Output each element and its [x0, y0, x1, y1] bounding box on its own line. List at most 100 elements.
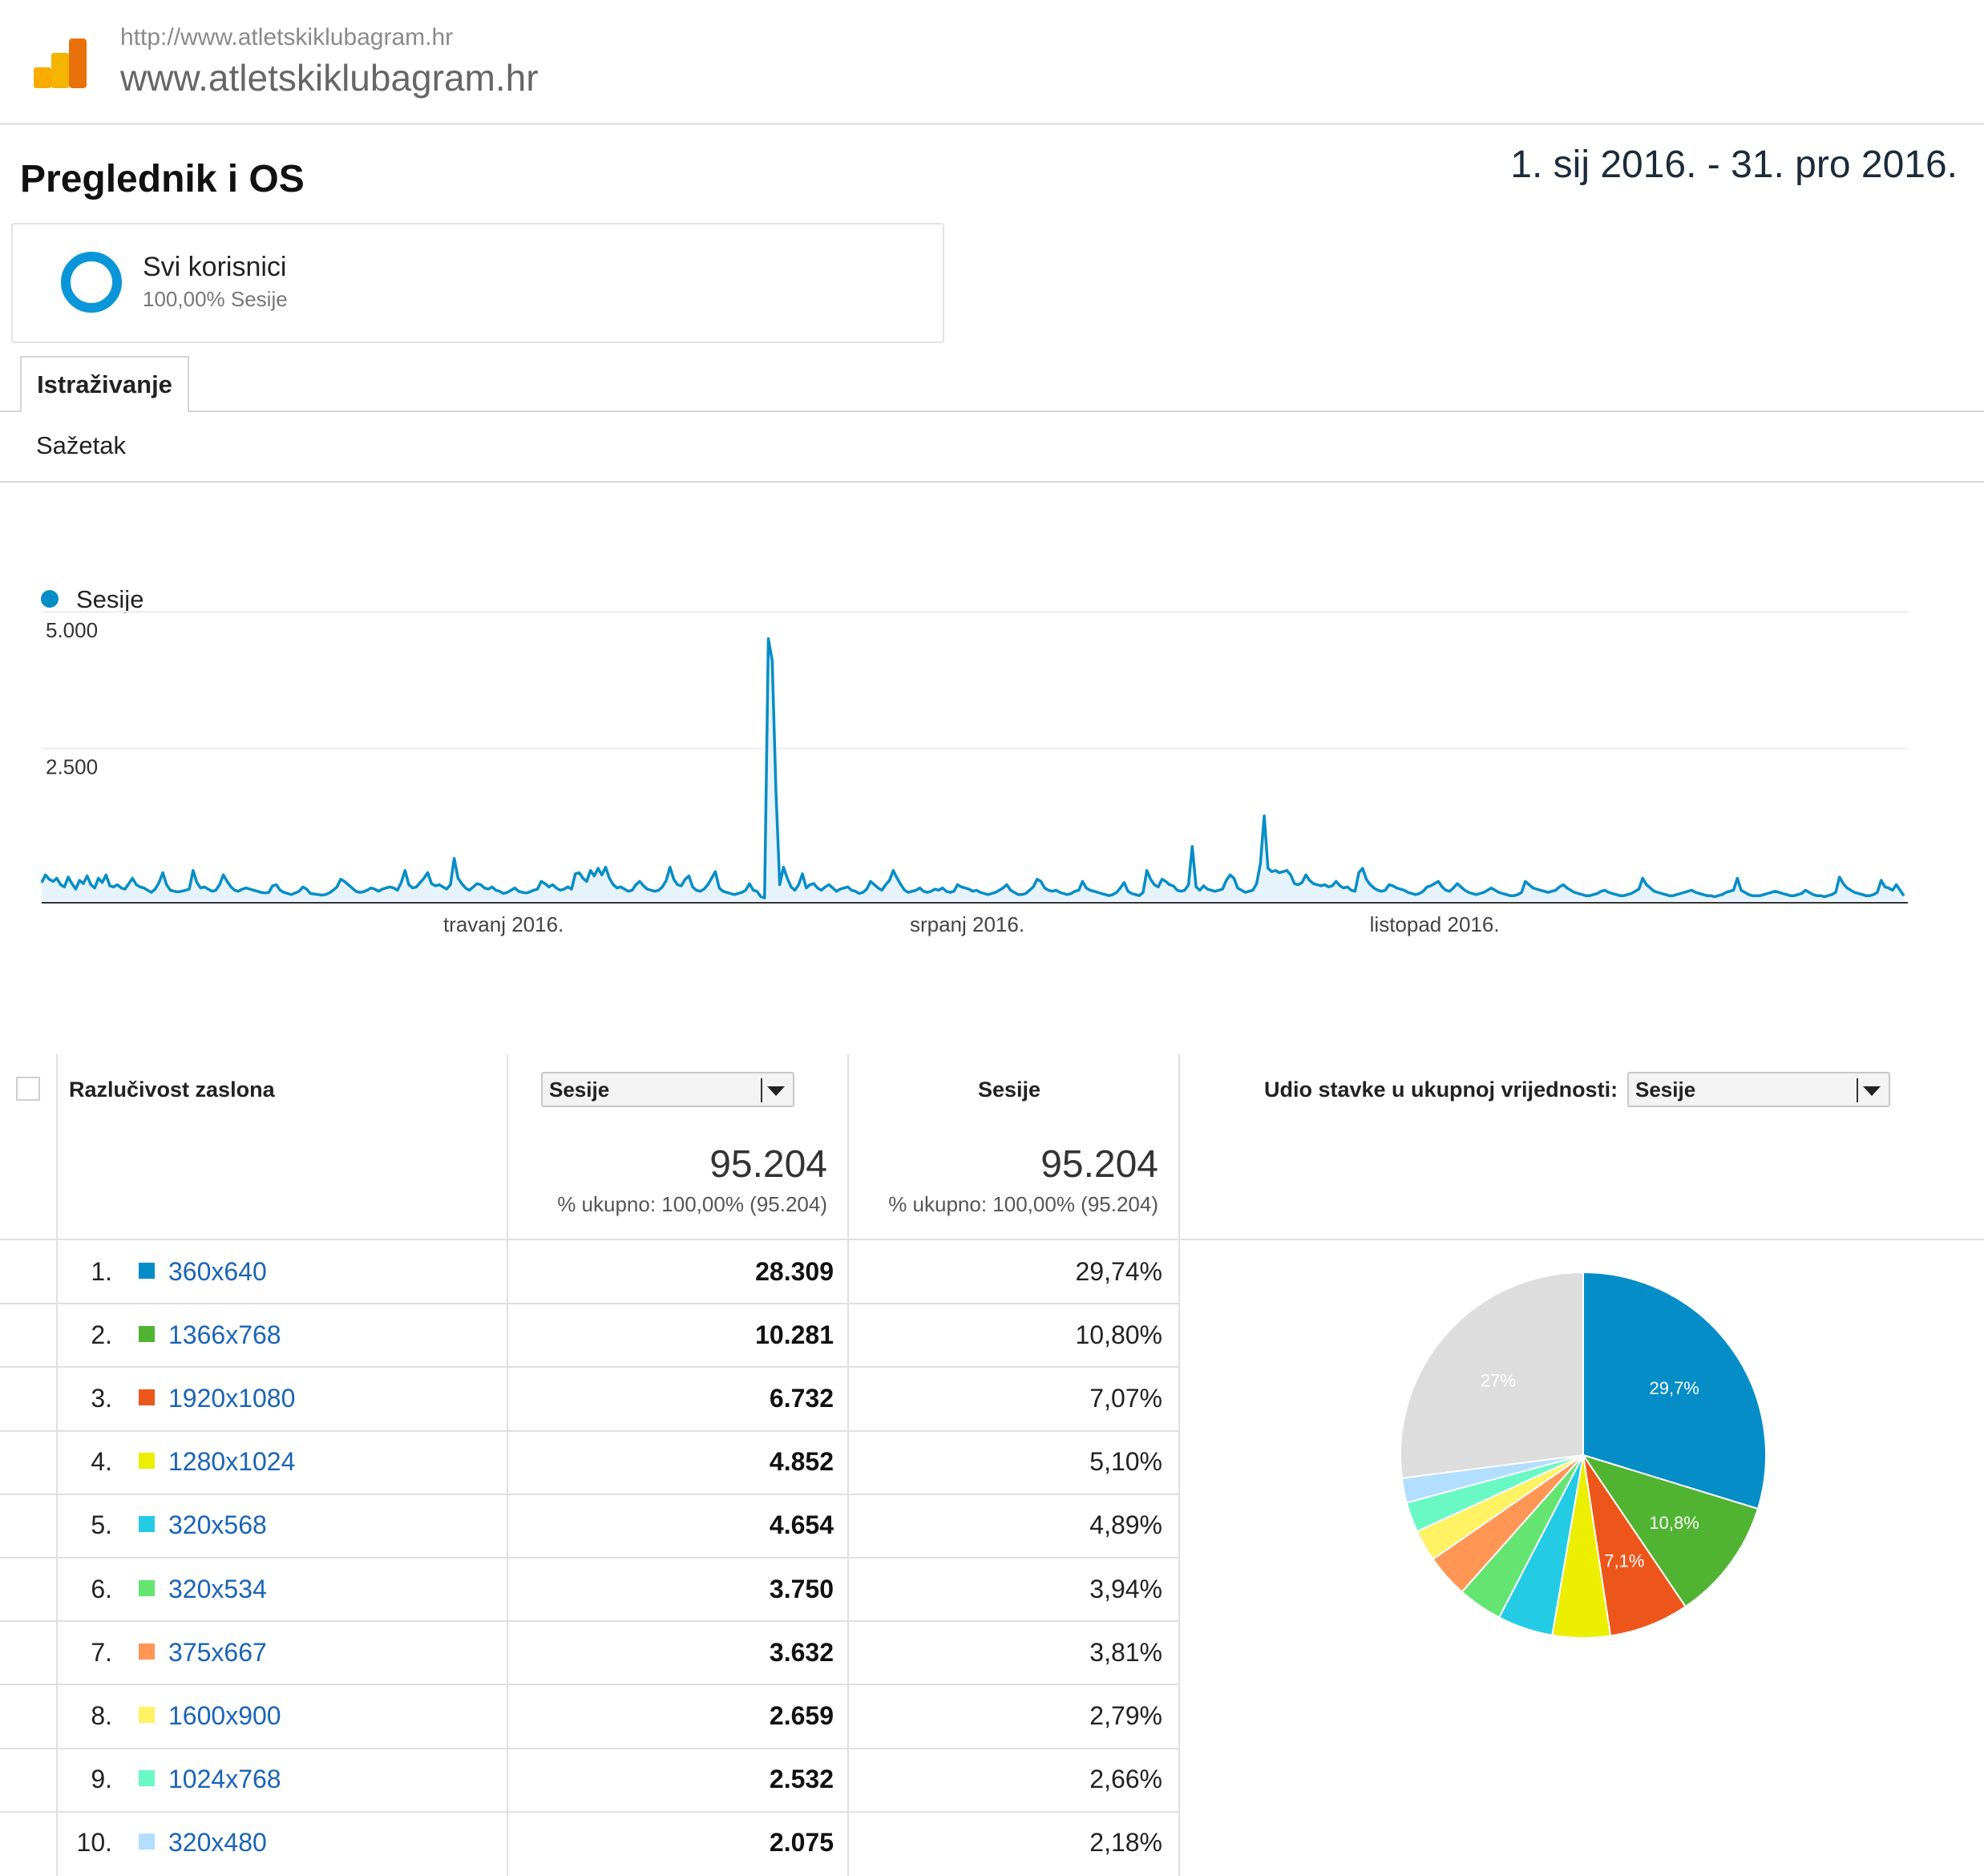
- row-sessions: 4.654: [769, 1510, 834, 1540]
- row-resolution-link[interactable]: 1280x1024: [168, 1447, 296, 1477]
- pie-slice-label: 29,7%: [1649, 1378, 1699, 1398]
- color-swatch: [139, 1579, 155, 1596]
- dropdown-separator: [1857, 1078, 1858, 1102]
- segment-share: 100,00% Sesije: [143, 287, 288, 311]
- x-tick-label: listopad 2016.: [1370, 912, 1500, 936]
- row-resolution-link[interactable]: 375x667: [168, 1637, 267, 1667]
- header-dimension[interactable]: Razlučivost zaslona: [69, 1077, 275, 1102]
- column-divider: [56, 1054, 58, 1876]
- row-resolution-link[interactable]: 320x534: [168, 1574, 267, 1603]
- share-pie-chart: 29,7% 10,8%7,1% 27%: [1400, 1271, 1767, 1639]
- row-rank: 6.: [91, 1574, 112, 1603]
- row-resolution-link[interactable]: 320x480: [168, 1828, 267, 1858]
- header-metric[interactable]: Sesije: [978, 1077, 1041, 1102]
- dropdown-separator: [761, 1078, 762, 1102]
- row-divider: [0, 1557, 1178, 1559]
- row-divider: [0, 1429, 1178, 1432]
- chevron-down-icon: [767, 1086, 785, 1096]
- pie-slice-label: 7,1%: [1604, 1551, 1644, 1571]
- row-share: 29,74%: [1075, 1256, 1162, 1286]
- row-share: 2,79%: [1089, 1701, 1162, 1730]
- total-value-2: 95.204: [1040, 1143, 1158, 1186]
- row-sessions: 4.852: [769, 1447, 834, 1477]
- row-share: 7,07%: [1089, 1384, 1162, 1413]
- color-swatch: [139, 1262, 155, 1279]
- tab-bar-divider: [0, 410, 1984, 412]
- row-share: 4,89%: [1089, 1510, 1162, 1540]
- metric-dropdown[interactable]: Sesije: [541, 1072, 794, 1107]
- pie-slice[interactable]: [1400, 1271, 1584, 1479]
- site-url: http://www.atletskiklubagram.hr: [120, 24, 454, 51]
- row-sessions: 2.075: [769, 1828, 834, 1858]
- row-sessions: 6.732: [769, 1384, 834, 1413]
- row-divider: [0, 1366, 1178, 1369]
- y-tick-label: 2.500: [46, 755, 98, 779]
- y-tick-label: 5.000: [46, 618, 98, 642]
- row-divider: [0, 1620, 1178, 1623]
- select-all-checkbox[interactable]: [16, 1077, 40, 1101]
- row-rank: 1.: [91, 1256, 112, 1286]
- tab-explorer[interactable]: Istraživanje: [20, 356, 189, 412]
- row-sessions: 2.659: [769, 1701, 834, 1730]
- pie-slice[interactable]: [1582, 1271, 1767, 1510]
- color-swatch: [139, 1834, 155, 1850]
- row-rank: 2.: [91, 1320, 112, 1349]
- row-share: 3,94%: [1089, 1574, 1162, 1603]
- x-tick-label: srpanj 2016.: [910, 912, 1024, 936]
- row-divider: [0, 1239, 1984, 1240]
- column-divider: [847, 1054, 849, 1876]
- row-sessions: 3.632: [769, 1637, 834, 1667]
- row-resolution-link[interactable]: 1024x768: [168, 1765, 281, 1794]
- column-divider: [1178, 1054, 1180, 1876]
- color-swatch: [139, 1643, 155, 1660]
- analytics-logo-icon[interactable]: [34, 38, 88, 91]
- total-subtext-2: % ukupno: 100,00% (95.204): [888, 1192, 1158, 1216]
- color-swatch: [139, 1516, 155, 1533]
- row-resolution-link[interactable]: 1366x768: [168, 1320, 281, 1349]
- row-share: 10,80%: [1075, 1320, 1162, 1349]
- row-rank: 4.: [91, 1447, 112, 1477]
- chevron-down-icon: [1863, 1086, 1881, 1096]
- x-tick-label: travanj 2016.: [443, 912, 564, 936]
- page-title: Preglednik i OS: [20, 158, 305, 200]
- color-swatch: [139, 1453, 155, 1470]
- row-resolution-link[interactable]: 1920x1080: [168, 1384, 296, 1413]
- row-sessions: 28.309: [755, 1256, 834, 1286]
- row-rank: 3.: [91, 1384, 112, 1413]
- pie-slice-label: 27%: [1481, 1371, 1516, 1391]
- row-share: 2,18%: [1089, 1828, 1162, 1858]
- row-rank: 8.: [91, 1701, 112, 1730]
- row-rank: 7.: [91, 1637, 112, 1667]
- total-subtext: % ukupno: 100,00% (95.204): [557, 1192, 827, 1216]
- series-area: [42, 638, 1904, 901]
- row-rank: 10.: [76, 1828, 112, 1858]
- pie-slice[interactable]: [1582, 1454, 1687, 1637]
- row-sessions: 3.750: [769, 1574, 834, 1603]
- metric-dropdown-label: Sesije: [549, 1077, 610, 1102]
- pie-slice[interactable]: [1581, 1453, 1760, 1608]
- row-resolution-link[interactable]: 360x640: [168, 1256, 267, 1286]
- legend-dot: [41, 590, 59, 608]
- site-header: [0, 0, 1984, 125]
- pie-slice-label: 10,8%: [1649, 1513, 1699, 1533]
- row-resolution-link[interactable]: 1600x900: [168, 1701, 281, 1730]
- legend-label[interactable]: Sesije: [76, 585, 143, 613]
- summary-link[interactable]: Sažetak: [36, 431, 127, 459]
- share-dropdown-label: Sesije: [1635, 1077, 1696, 1102]
- row-divider: [0, 1303, 1178, 1305]
- segment-card[interactable]: [11, 223, 944, 343]
- row-rank: 9.: [91, 1765, 112, 1794]
- row-rank: 5.: [91, 1510, 112, 1540]
- row-resolution-link[interactable]: 320x568: [168, 1510, 267, 1540]
- site-name[interactable]: www.atletskiklubagram.hr: [120, 57, 539, 99]
- sessions-line-chart: Sesije 5.000 2.500 travanj 2016. srpanj 20…: [40, 585, 1908, 936]
- share-dropdown[interactable]: Sesije: [1627, 1072, 1890, 1107]
- row-share: 2,66%: [1089, 1765, 1162, 1794]
- series-line-sesije[interactable]: [40, 637, 1905, 900]
- date-range[interactable]: 1. sij 2016. - 31. pro 2016.: [1510, 144, 1958, 186]
- total-value: 95.204: [709, 1143, 827, 1186]
- row-share: 3,81%: [1089, 1637, 1162, 1667]
- color-swatch: [139, 1325, 155, 1342]
- summary-divider: [0, 481, 1984, 483]
- segment-ring-icon: [61, 252, 122, 313]
